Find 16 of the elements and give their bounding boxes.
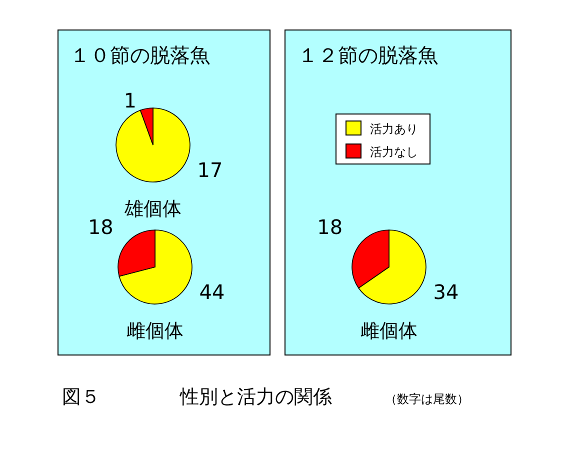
chart-title: １０節の脱落魚 <box>70 43 210 67</box>
legend-label: 活力あり <box>370 122 418 136</box>
text: 雌個体 <box>126 320 184 342</box>
data-label: 18 <box>317 215 343 239</box>
data-label: 1 <box>124 88 137 113</box>
caption: 図５ <box>62 386 100 408</box>
text: 性別と活力の関係 <box>179 386 332 408</box>
text: （数字は尾数） <box>385 392 469 406</box>
data-label: 18 <box>88 215 114 239</box>
legend-label: 活力なし <box>370 145 418 159</box>
data-label: 17 <box>197 158 223 182</box>
chart-title: １２節の脱落魚 <box>298 43 438 67</box>
text: 雄個体 <box>124 198 182 220</box>
data-label: 44 <box>199 280 225 304</box>
text: 雌個体 <box>360 320 418 342</box>
data-label: 34 <box>433 280 459 304</box>
